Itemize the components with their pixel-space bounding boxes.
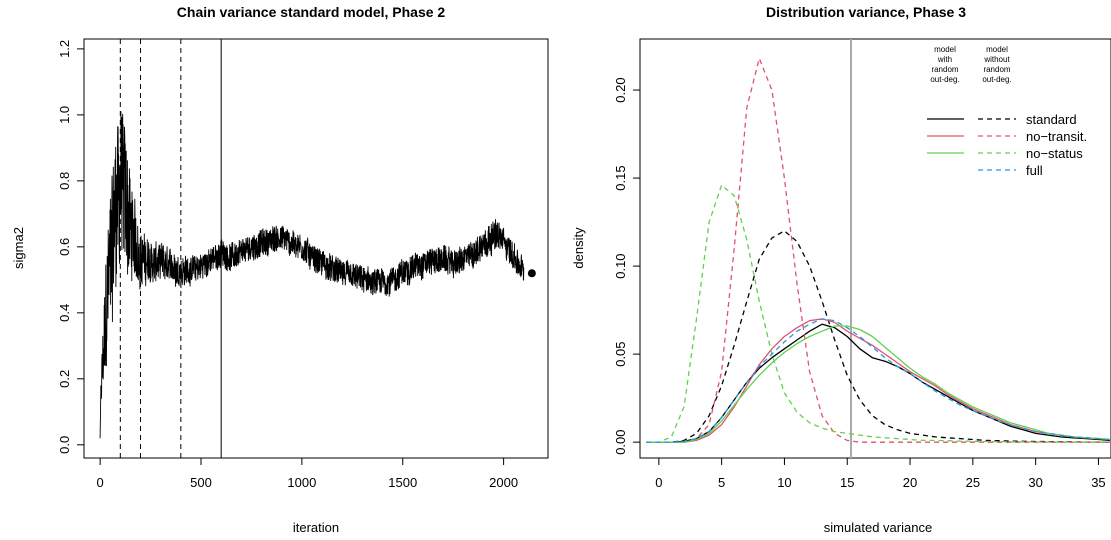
left-x-axis-label: iteration [293, 520, 339, 535]
legend-entry-label: full [1026, 163, 1043, 178]
right-y-axis: 0.00 0.05 0.10 0.15 0.20 [613, 77, 641, 455]
left-y-axis: 0.0 0.2 0.4 0.6 0.8 1.0 1.2 [57, 40, 85, 454]
right-x-tick-label: 0 [655, 475, 662, 490]
legend-header-with-random: with [937, 55, 952, 64]
distribution-variance-panel: Distribution variance, Phase 3 simulated… [571, 4, 1111, 535]
right-x-axis-label: simulated variance [824, 520, 932, 535]
legend-entry-label: no−status [1026, 146, 1083, 161]
left-chart-title: Chain variance standard model, Phase 2 [177, 4, 446, 20]
left-y-tick-label: 0.8 [57, 172, 72, 190]
density-curve-dashed [646, 230, 1111, 443]
left-y-tick-label: 0.4 [57, 304, 72, 322]
right-x-tick-label: 25 [966, 475, 980, 490]
right-x-tick-label: 35 [1091, 475, 1105, 490]
left-y-tick-label: 1.0 [57, 106, 72, 124]
right-x-tick-label: 15 [840, 475, 854, 490]
right-x-tick-label: 10 [777, 475, 791, 490]
left-x-tick-label: 1000 [287, 475, 316, 490]
sigma2-trace-line [99, 111, 525, 439]
left-y-tick-label: 0.0 [57, 436, 72, 454]
right-y-axis-label: density [571, 227, 586, 269]
left-x-tick-label: 2000 [489, 475, 518, 490]
right-density-curves [646, 57, 1111, 443]
legend-header-with-random: out-deg. [930, 75, 959, 84]
right-plot-box [639, 38, 1111, 459]
left-y-tick-label: 1.2 [57, 40, 72, 58]
right-y-tick-label: 0.10 [613, 253, 628, 278]
legend-entry-label: standard [1026, 112, 1077, 127]
left-y-tick-label: 0.6 [57, 238, 72, 256]
legend-header-with-random: random [931, 65, 958, 74]
right-y-tick-label: 0.15 [613, 165, 628, 190]
density-curve-dashed [646, 184, 1110, 443]
right-x-tick-label: 5 [718, 475, 725, 490]
right-x-tick-label: 30 [1028, 475, 1042, 490]
right-y-tick-label: 0.20 [613, 77, 628, 102]
right-chart-title: Distribution variance, Phase 3 [766, 4, 966, 20]
legend: modelwithrandomout-deg.modelwithoutrando… [927, 45, 1087, 178]
legend-entry-label: no−transit. [1026, 129, 1087, 144]
left-y-tick-label: 0.2 [57, 370, 72, 388]
left-x-tick-label: 0 [97, 475, 104, 490]
legend-header-without-random: out-deg. [982, 75, 1011, 84]
left-x-tick-label: 500 [190, 475, 212, 490]
legend-header-without-random: random [983, 65, 1010, 74]
right-y-tick-label: 0.00 [613, 429, 628, 454]
density-curve-solid [646, 323, 1111, 443]
left-trace [99, 111, 536, 439]
left-x-tick-label: 1500 [388, 475, 417, 490]
legend-header-without-random: without [983, 55, 1010, 64]
density-curve-solid [646, 325, 1111, 443]
legend-header-without-random: model [986, 45, 1008, 54]
chain-variance-panel: Chain variance standard model, Phase 2 i… [11, 4, 549, 535]
final-estimate-point [527, 269, 536, 278]
left-x-axis: 0 500 1000 1500 2000 [97, 457, 518, 490]
right-y-tick-label: 0.05 [613, 341, 628, 366]
right-x-axis: 0 5 10 15 20 25 30 35 [655, 457, 1106, 490]
right-x-tick-label: 20 [903, 475, 917, 490]
left-y-axis-label: sigma2 [11, 227, 26, 269]
density-curve-dashed [646, 318, 1111, 443]
legend-header-with-random: model [934, 45, 956, 54]
